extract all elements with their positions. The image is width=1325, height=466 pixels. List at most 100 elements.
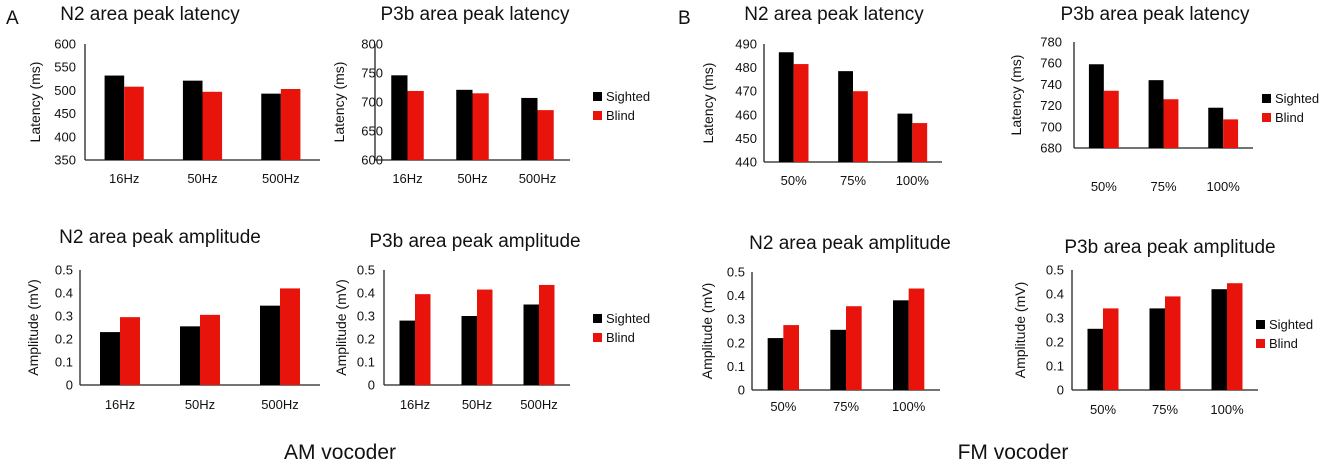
y-tick-label: 700 [1040, 119, 1062, 134]
bar-sighted-1 [182, 80, 203, 160]
legend: Sighted Blind [1262, 91, 1319, 125]
bar-blind-1 [1165, 296, 1181, 390]
legend: Sighted Blind [593, 311, 650, 345]
y-tick-label: 0.3 [55, 309, 73, 324]
bar-sighted-2 [521, 97, 538, 160]
y-tick-label: 700 [361, 95, 383, 110]
x-tick-label: 100% [1210, 402, 1244, 417]
chart-title: N2 area peak latency [60, 4, 240, 25]
y-tick-label: 0 [368, 378, 375, 393]
bar-sighted-0 [100, 332, 120, 385]
x-tick-label: 50% [781, 173, 807, 188]
bar-blind-2 [280, 89, 301, 160]
chart-am-p3b-amplitude: P3b area peak amplitude Amplitude (mV) 0 0.… [333, 231, 650, 412]
bar-sighted-1 [1148, 80, 1164, 148]
y-axis-label: Amplitude (mV) [1012, 282, 1028, 378]
x-tick-label: 100% [1207, 179, 1241, 194]
y-tick-label: 0.2 [727, 335, 745, 350]
y-tick-label: 0.4 [1046, 287, 1064, 302]
legend-swatch-sighted [1262, 94, 1271, 103]
x-tick-label: 500Hz [519, 171, 557, 186]
y-tick-label: 800 [361, 37, 383, 52]
x-tick-label: 75% [840, 173, 866, 188]
bar-blind-2 [912, 123, 928, 162]
y-tick-label: 600 [361, 153, 383, 168]
legend-swatch-sighted [1256, 320, 1265, 329]
chart-title: N2 area peak amplitude [749, 233, 951, 254]
chart-title: P3b area peak latency [1060, 4, 1250, 25]
bar-blind-1 [853, 91, 868, 162]
x-tick-label: 75% [833, 399, 859, 414]
bar-blind-2 [539, 284, 555, 385]
legend-swatch-blind [593, 333, 602, 342]
bar-blind-0 [415, 294, 431, 385]
legend-swatch-sighted [593, 92, 602, 101]
y-tick-label: 0.5 [727, 265, 745, 280]
y-tick-label: 680 [1040, 141, 1062, 156]
y-axis-label: Latency (ms) [331, 62, 347, 143]
y-tick-label: 400 [54, 129, 76, 144]
y-axis-label: Latency (ms) [27, 62, 43, 143]
x-tick-label: 100% [896, 173, 930, 188]
legend-swatch-blind [593, 111, 602, 120]
y-tick-label: 780 [1040, 35, 1062, 50]
bar-sighted-1 [461, 316, 477, 385]
y-tick-label: 0.5 [1046, 263, 1064, 278]
x-tick-label: 50Hz [457, 171, 487, 186]
legend-label-blind: Blind [606, 108, 635, 123]
legend-label-blind: Blind [1269, 336, 1298, 351]
bar-blind-2 [1223, 119, 1239, 148]
y-tick-label: 0.5 [357, 263, 375, 278]
x-tick-label: 16Hz [392, 171, 422, 186]
y-tick-label: 550 [54, 60, 76, 75]
bar-blind-2 [908, 288, 925, 390]
y-tick-label: 740 [1040, 77, 1062, 92]
bar-sighted-1 [838, 71, 853, 162]
legend-label-sighted: Sighted [606, 311, 650, 326]
bar-blind-0 [124, 86, 144, 160]
y-tick-label: 0.1 [357, 355, 375, 370]
chart-am-p3b-latency: P3b area peak latency Latency (ms) 600 650 7… [331, 4, 650, 186]
y-tick-label: 760 [1040, 56, 1062, 71]
y-tick-label: 0.1 [727, 359, 745, 374]
bar-sighted-2 [1211, 289, 1227, 390]
bar-blind-2 [280, 288, 300, 385]
y-tick-label: 350 [54, 153, 76, 168]
x-tick-label: 50% [770, 399, 796, 414]
chart-title: N2 area peak latency [744, 4, 924, 25]
y-tick-label: 0.1 [55, 355, 73, 370]
x-tick-label: 50Hz [185, 397, 215, 412]
y-tick-label: 720 [1040, 98, 1062, 113]
chart-fm-n2-latency: N2 area peak latency Latency (ms) 440 450 46… [700, 4, 942, 188]
y-axis-label: Latency (ms) [700, 63, 716, 144]
bar-sighted-1 [456, 89, 473, 160]
legend-label-blind: Blind [1275, 110, 1304, 125]
legend-swatch-sighted [593, 314, 602, 323]
y-tick-label: 0.2 [357, 332, 375, 347]
bar-sighted-2 [893, 300, 909, 390]
y-axis-label: Amplitude (mV) [333, 279, 349, 375]
y-tick-label: 0 [66, 378, 73, 393]
legend: Sighted Blind [593, 89, 650, 123]
legend: Sighted Blind [1256, 317, 1313, 351]
y-axis-label: Latency (ms) [1008, 55, 1024, 136]
bar-blind-0 [407, 90, 424, 160]
bar-blind-0 [120, 317, 140, 385]
legend-label-sighted: Sighted [1269, 317, 1313, 332]
bar-blind-1 [200, 314, 220, 385]
y-tick-label: 600 [54, 37, 76, 52]
chart-title: P3b area peak latency [380, 4, 570, 25]
x-tick-label: 16Hz [109, 171, 139, 186]
y-tick-label: 450 [735, 131, 757, 146]
bar-sighted-0 [399, 320, 415, 385]
y-tick-label: 0.2 [1046, 335, 1064, 350]
y-tick-label: 650 [361, 124, 383, 139]
y-axis-label: Amplitude (mV) [699, 283, 715, 379]
bar-sighted-2 [261, 93, 281, 160]
bar-blind-1 [477, 289, 493, 385]
y-tick-label: 490 [735, 37, 757, 52]
x-tick-label: 100% [892, 399, 926, 414]
y-tick-label: 0 [1057, 383, 1064, 398]
bar-blind-1 [1163, 99, 1179, 148]
